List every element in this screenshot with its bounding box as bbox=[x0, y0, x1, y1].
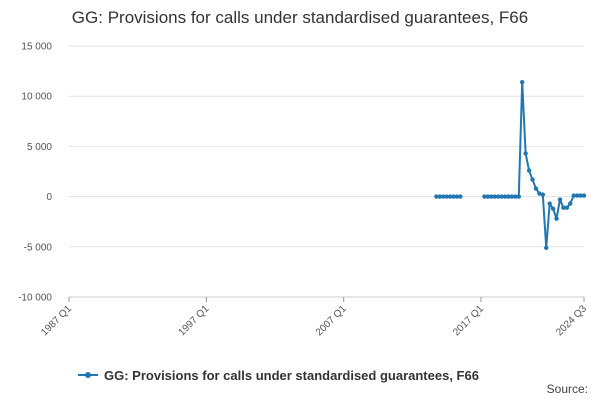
data-point[interactable] bbox=[444, 194, 449, 199]
data-point[interactable] bbox=[489, 194, 494, 199]
data-point[interactable] bbox=[544, 245, 549, 250]
data-point[interactable] bbox=[537, 191, 542, 196]
data-point[interactable] bbox=[574, 193, 580, 198]
data-point[interactable] bbox=[482, 194, 487, 199]
data-point[interactable] bbox=[458, 194, 463, 199]
x-tick-label: 2017 Q1 bbox=[451, 303, 486, 338]
data-point[interactable] bbox=[441, 194, 446, 199]
x-tick-label: 2007 Q1 bbox=[314, 303, 349, 338]
data-point[interactable] bbox=[434, 194, 439, 199]
data-point[interactable] bbox=[526, 168, 532, 173]
data-point[interactable] bbox=[568, 201, 573, 206]
x-tick-label: 1987 Q1 bbox=[39, 303, 74, 338]
data-point[interactable] bbox=[499, 194, 504, 199]
y-tick-label: -5 000 bbox=[24, 242, 53, 253]
data-point[interactable] bbox=[547, 201, 552, 206]
data-point[interactable] bbox=[513, 194, 518, 199]
data-point[interactable] bbox=[561, 205, 566, 210]
x-axis: 1987 Q1 1997 Q1 2007 Q1 2017 Q1 2024 Q3 bbox=[39, 296, 589, 338]
data-point[interactable] bbox=[557, 197, 563, 202]
data-point[interactable] bbox=[447, 194, 453, 199]
data-point[interactable] bbox=[554, 216, 559, 221]
x-tick-label: 1997 Q1 bbox=[177, 303, 212, 338]
legend-label: GG: Provisions for calls under standardi… bbox=[104, 367, 479, 383]
y-tick-label: 5 000 bbox=[27, 142, 52, 153]
y-tick-label: 15 000 bbox=[21, 42, 52, 53]
x-tick-label: 2024 Q3 bbox=[554, 303, 589, 338]
data-point[interactable] bbox=[506, 194, 511, 199]
data-point[interactable] bbox=[523, 151, 528, 156]
data-point[interactable] bbox=[502, 194, 508, 199]
data-point[interactable] bbox=[520, 79, 525, 85]
data-point[interactable] bbox=[492, 194, 497, 199]
data-point[interactable] bbox=[485, 194, 491, 199]
data-point[interactable] bbox=[578, 193, 583, 198]
source-label: Source: bbox=[546, 382, 588, 396]
data-point[interactable] bbox=[571, 193, 576, 198]
series-line bbox=[484, 81, 584, 249]
y-axis: 15 000 10 000 5 000 0 -5 000 -10 000 bbox=[18, 42, 52, 304]
series-lines bbox=[436, 81, 584, 249]
data-point[interactable] bbox=[564, 205, 570, 210]
data-point[interactable] bbox=[451, 194, 456, 199]
y-tick-label: 10 000 bbox=[21, 92, 52, 103]
chart-title: GG: Provisions for calls under standardi… bbox=[71, 8, 529, 27]
y-tick-label: 0 bbox=[46, 192, 52, 203]
data-point[interactable] bbox=[550, 206, 556, 211]
data-point[interactable] bbox=[540, 192, 545, 197]
data-point[interactable] bbox=[437, 194, 442, 199]
data-point[interactable] bbox=[495, 194, 501, 199]
y-tick-label: -10 000 bbox=[18, 293, 52, 304]
data-point[interactable] bbox=[533, 186, 539, 191]
grid-lines bbox=[69, 45, 584, 298]
legend[interactable]: GG: Provisions for calls under standardi… bbox=[78, 366, 479, 384]
series-points bbox=[434, 79, 587, 250]
data-point[interactable] bbox=[454, 194, 460, 199]
legend-line-marker-icon bbox=[78, 372, 98, 378]
data-point[interactable] bbox=[581, 193, 587, 198]
data-point[interactable] bbox=[509, 194, 515, 199]
data-point[interactable] bbox=[530, 177, 535, 182]
data-point[interactable] bbox=[516, 194, 521, 199]
